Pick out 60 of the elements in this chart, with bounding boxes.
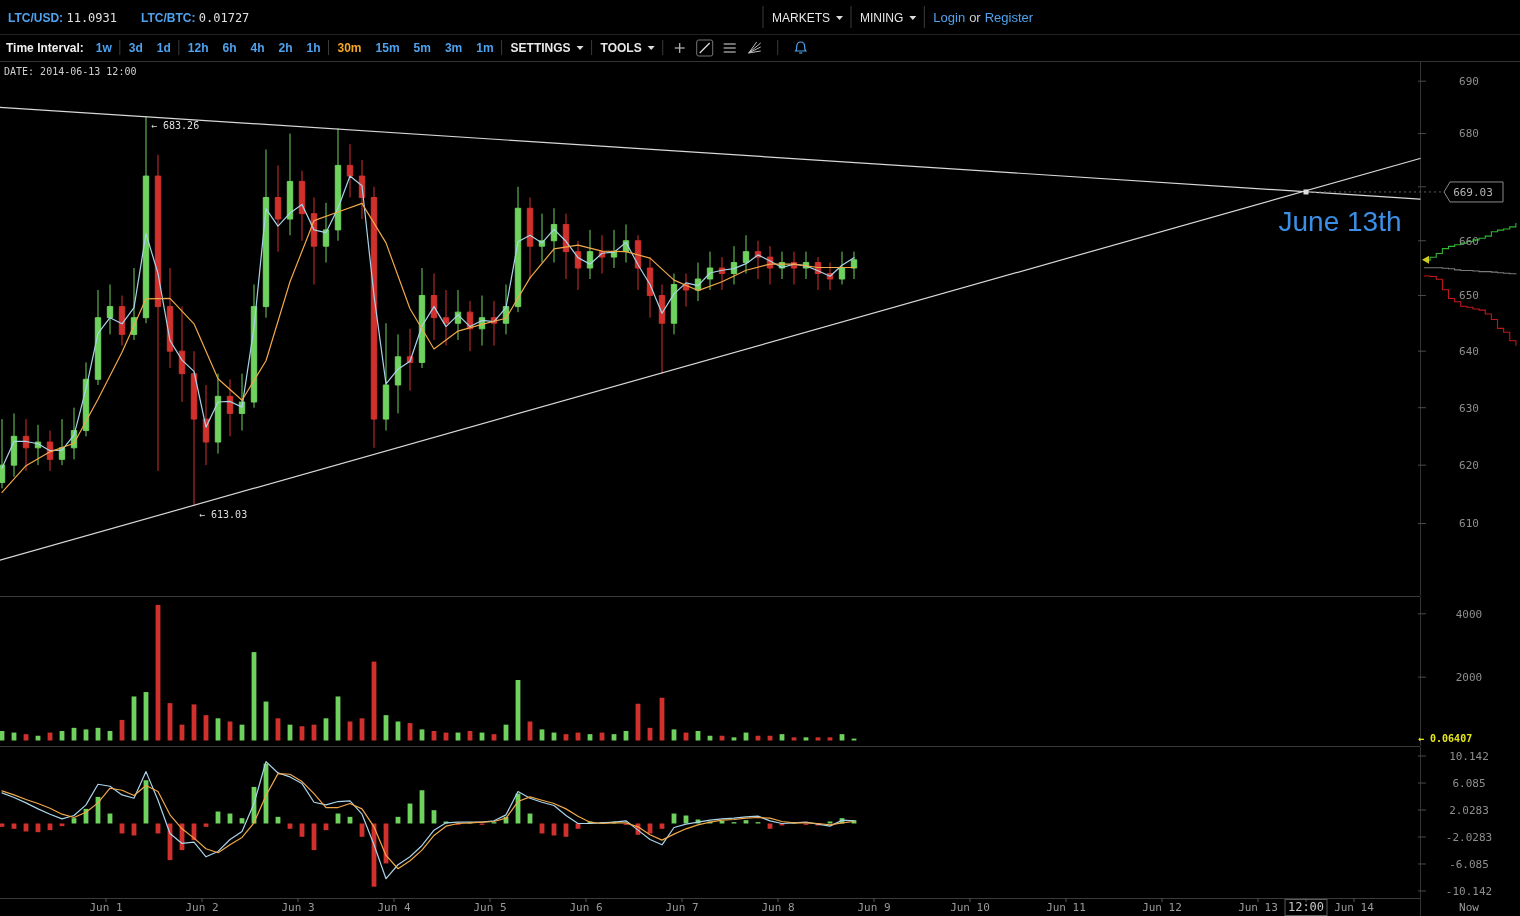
text: 1m (476, 41, 494, 55)
text: LTC/USD: 11.0931 (8, 11, 118, 25)
y-tick-label: 640 (1459, 345, 1479, 359)
x-tick-label: Jun 7 (665, 901, 699, 914)
y-tick-label: -10.142 (1445, 884, 1493, 898)
x-tick-label: 12:00 (1287, 900, 1325, 914)
y-tick-label: 2.0283 (1449, 803, 1489, 817)
text: Time Interval: (6, 41, 84, 55)
x-tick-label: Jun 8 (761, 901, 795, 914)
x-tick-label: Jun 3 (281, 901, 315, 914)
text: TOOLS (600, 41, 642, 55)
annotation: ← 0.06407 (1418, 733, 1473, 744)
text: 1w (95, 41, 113, 55)
x-tick-label: Jun 11 (1046, 901, 1086, 914)
text: 6h (222, 41, 237, 55)
text: MARKETS (772, 11, 831, 25)
x-tick-label: Jun 14 (1334, 901, 1375, 914)
text: Login (933, 10, 966, 25)
x-tick-label: Jun 10 (950, 901, 990, 914)
y-tick-label: 2000 (1455, 670, 1483, 684)
text: 15m (375, 41, 400, 55)
y-tick-label: 680 (1459, 127, 1479, 141)
y-tick-label: 620 (1459, 458, 1479, 472)
x-tick-label: Jun 6 (569, 901, 603, 914)
annotation: 669.03 (1453, 185, 1493, 199)
y-tick-label: 650 (1459, 289, 1479, 303)
x-tick-label: Jun 4 (377, 901, 411, 914)
text: or (969, 10, 982, 25)
annotation: ← 683.26 (151, 119, 200, 131)
text: Now (1459, 901, 1480, 914)
x-tick-label: Jun 12 (1142, 901, 1182, 914)
x-tick-label: Jun 2 (185, 901, 219, 914)
text: Register (984, 10, 1034, 25)
text: 1h (306, 41, 321, 55)
y-tick-label: 610 (1459, 517, 1479, 531)
text: MINING (860, 11, 904, 25)
text: 2h (278, 41, 293, 55)
text: LTC/BTC: 0.01727 (141, 11, 250, 25)
text: 1d (156, 41, 171, 55)
y-tick-label: 4000 (1455, 607, 1483, 621)
text: 12h (187, 41, 209, 55)
text: 3m (444, 41, 463, 55)
y-tick-label: 690 (1459, 75, 1479, 89)
text: SETTINGS (510, 41, 571, 55)
annotation: DATE: 2014-06-13 12:00 (4, 66, 137, 77)
text: 30m (337, 41, 362, 55)
x-tick-label: Jun 5 (473, 901, 507, 914)
text: 5m (413, 41, 431, 55)
x-tick-label: Jun 1 (89, 901, 123, 914)
annotation: ← 613.03 (199, 509, 248, 521)
annotation: June 13th (1278, 206, 1402, 238)
text: 4h (250, 41, 265, 55)
y-tick-label: -6.085 (1449, 857, 1489, 871)
y-tick-label: -2.0283 (1445, 830, 1493, 844)
text: 3d (128, 41, 143, 55)
y-tick-label: 6.085 (1452, 776, 1486, 790)
x-tick-label: Jun 13 (1238, 901, 1278, 914)
x-tick-label: Jun 9 (857, 901, 891, 914)
y-tick-label: 630 (1459, 401, 1479, 415)
y-tick-label: 10.142 (1449, 749, 1489, 763)
